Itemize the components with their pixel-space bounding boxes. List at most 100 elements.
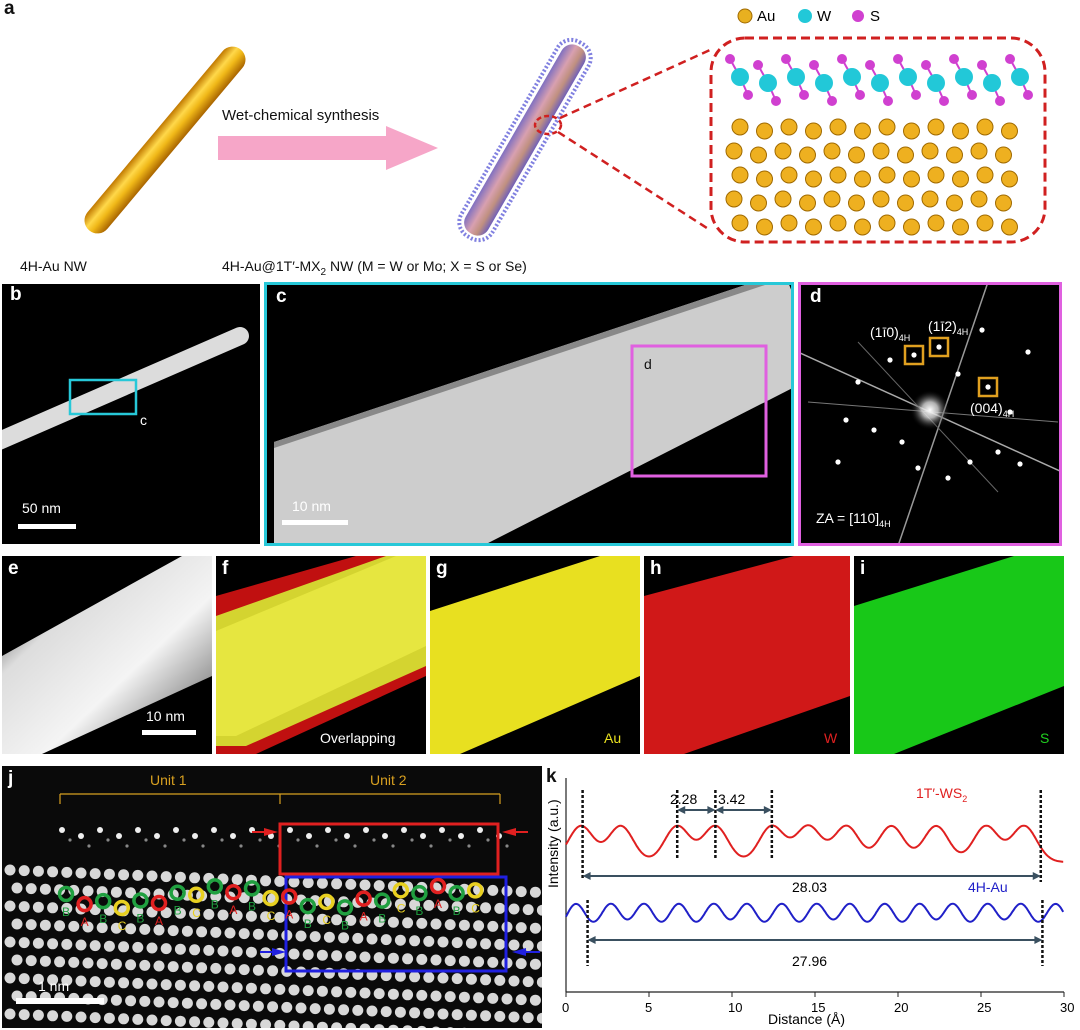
au-atom [854,122,871,140]
au-column [302,949,314,961]
s-atom [995,96,1005,106]
w-column [135,827,141,833]
au-column [61,1010,73,1022]
au-column [132,977,144,989]
au-column [494,938,506,950]
fft-spot-box-3 [977,376,999,398]
au-column [323,967,335,979]
au-atom [823,190,841,208]
au-column [224,927,236,939]
au-column [68,920,80,932]
au-column [231,1018,243,1028]
au-atom [780,118,798,136]
au-column [189,944,201,956]
stacking-letter: B [415,904,423,918]
au-column [210,926,222,938]
au-column [39,955,51,967]
ws2-unit-box [278,822,500,876]
stacking-ring [206,878,224,895]
s-atom [855,90,865,100]
s-column [258,838,262,842]
au-column [75,867,87,879]
s-atom [743,90,753,100]
au-column [447,1027,454,1028]
stacking-ring [336,899,354,916]
au-atom [799,194,816,212]
au-unit-box [284,875,508,973]
au-atom [927,118,945,136]
au-column [373,1024,385,1028]
au-column [18,901,30,913]
s-atom [827,96,837,106]
au-column [174,907,186,919]
fft-spot [1017,461,1023,467]
au-column [416,953,428,965]
au-column [465,1009,477,1021]
au-column [110,994,122,1006]
au-column [245,910,257,922]
au-column [487,920,499,932]
au-column [494,974,506,986]
au-column [480,938,492,950]
au-column [267,929,279,941]
au-column [32,937,44,949]
au-column [359,1023,371,1028]
au-column [331,878,343,890]
au-column [451,937,463,949]
w-atom [1011,68,1029,86]
s-column [68,838,72,842]
w-column [477,827,483,833]
s-atom [977,60,987,70]
au-column [316,985,328,997]
fft-spot-label-1: (1ī0)4H [870,324,910,343]
au-column [39,883,51,895]
au-column [139,995,151,1007]
s-column [353,844,357,848]
au-column [139,923,151,935]
panel-label-b: b [10,284,22,305]
fft-spot [911,352,917,358]
s-column [505,844,509,848]
s-atom [911,90,921,100]
s-atom [809,60,819,70]
au-column [260,875,272,887]
s-column [296,838,300,842]
panel-b-zoom-box [68,378,138,416]
au-column [203,944,215,956]
w-column [363,827,369,833]
au-column [331,950,343,962]
au-column [11,954,23,966]
panel-label-d: d [810,286,822,307]
k-xtick-label: 20 [894,1000,908,1015]
au-column [125,995,137,1007]
au-atom [774,142,792,160]
au-atom [725,190,743,208]
k-xtick-label: 25 [977,1000,991,1015]
au-column [75,1011,87,1023]
au-column [473,992,485,1004]
au-column [61,866,73,878]
au-column [373,952,385,964]
au-column [217,1017,229,1028]
au-column [295,1002,307,1014]
s-atom [865,60,875,70]
au-column [536,940,542,952]
w-atom [983,74,1001,92]
au-atom [829,118,847,136]
au-atom [927,166,945,184]
au-column [274,911,286,923]
au-column [423,971,435,983]
au-column [181,961,193,973]
fft-spot [967,459,973,465]
au-column [373,916,385,928]
panel-label-i: i [860,558,866,579]
au-column [68,956,80,968]
au-column [132,869,144,881]
au-column [89,976,101,988]
au-column [458,955,470,967]
s-column [144,838,148,842]
au-column [4,864,16,876]
stacking-letter: B [304,917,312,931]
s-column [87,844,91,848]
au-column [146,978,158,990]
